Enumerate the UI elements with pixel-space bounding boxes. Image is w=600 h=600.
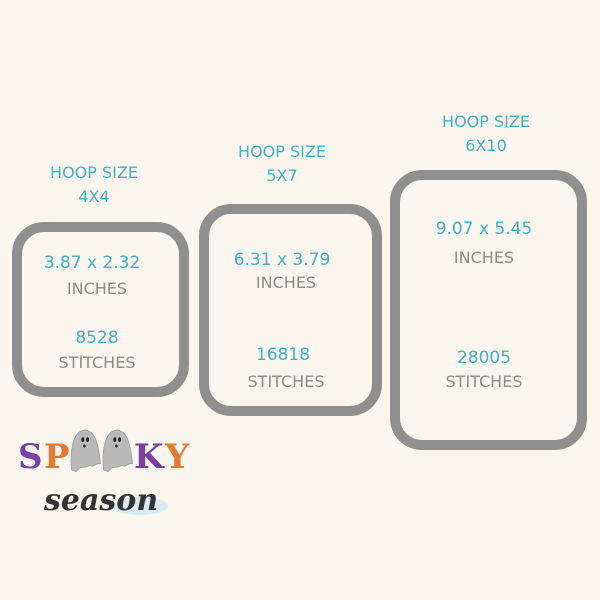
stitch-count: 16818 (255, 345, 311, 365)
logo-letter-y: Y (164, 437, 190, 477)
logo-letter-k: K (134, 437, 165, 477)
stitches-label: STITCHES (247, 372, 325, 391)
ghost-icon (102, 429, 133, 473)
hoop-title: HOOP SIZE (50, 163, 138, 182)
dimensions-unit: INCHES (66, 279, 128, 298)
ghost-icon (70, 429, 101, 473)
dimensions-unit: INCHES (255, 273, 317, 292)
stitches-label: STITCHES (445, 372, 523, 391)
dimensions-unit: INCHES (453, 248, 515, 267)
hoop-title: HOOP SIZE (238, 142, 326, 161)
stitch-count: 8528 (75, 328, 119, 348)
logo-season: season (43, 483, 158, 518)
design-dimensions: 9.07 x 5.45 (435, 219, 533, 239)
stitches-label: STITCHES (58, 353, 136, 372)
hoop-size: 6X10 (465, 136, 507, 155)
design-dimensions: 6.31 x 3.79 (233, 250, 331, 270)
hoop-size: 4X4 (78, 187, 110, 206)
stitch-count: 28005 (456, 348, 512, 368)
design-dimensions: 3.87 x 2.32 (43, 253, 141, 273)
spooky-season-logo: S P K Y season (18, 429, 190, 518)
cloud-icon (112, 497, 168, 515)
hoop-frame-6x10 (390, 170, 587, 450)
hoop-frame-4x4 (12, 222, 189, 397)
hoop-size: 5X7 (266, 166, 298, 185)
logo-letter-p: P (44, 437, 70, 477)
hoop-frame-5x7 (199, 204, 382, 416)
hoop-title: HOOP SIZE (442, 112, 530, 131)
logo-letter-s: S (18, 437, 43, 477)
